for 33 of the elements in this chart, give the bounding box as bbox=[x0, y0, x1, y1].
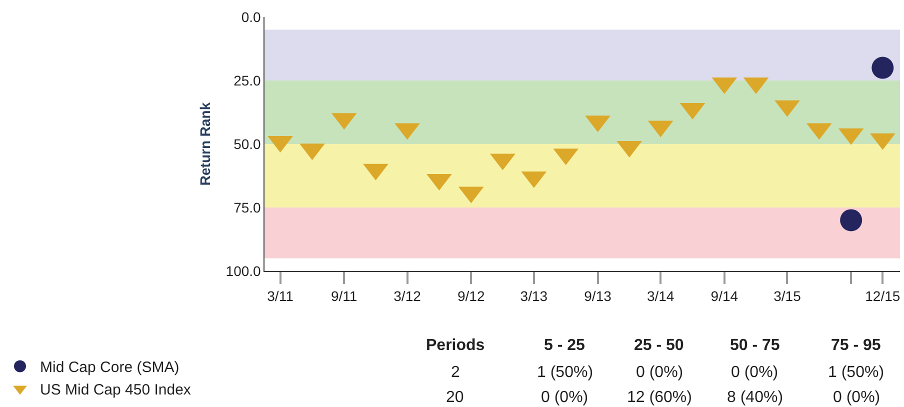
text: 75 - 95 bbox=[831, 337, 881, 354]
x-tick-label: 9/13 bbox=[584, 288, 612, 304]
text: 0 (0%) bbox=[541, 389, 588, 406]
x-tick-label: 3/11 bbox=[267, 288, 294, 304]
x-tick-label: 3/15 bbox=[774, 288, 802, 304]
text: 2 bbox=[451, 364, 460, 381]
y-tick-label: 75.0 bbox=[234, 199, 262, 216]
x-tick-label: 9/14 bbox=[710, 288, 738, 304]
text: 20 bbox=[446, 389, 464, 406]
legend-label: Mid Cap Core (SMA) bbox=[40, 359, 180, 376]
legend-label: US Mid Cap 450 Index bbox=[40, 382, 192, 399]
x-tick-label: 9/11 bbox=[330, 288, 358, 304]
text: 25 - 50 bbox=[634, 337, 684, 354]
text: 0 (0%) bbox=[731, 364, 778, 381]
text: 0 (0%) bbox=[833, 389, 880, 406]
x-tick-label: 3/13 bbox=[520, 288, 548, 304]
x-tick-label: 9/12 bbox=[457, 288, 485, 304]
text: Periods bbox=[426, 337, 485, 354]
y-tick-label: 100.0 bbox=[226, 262, 262, 279]
text: 1 (50%) bbox=[537, 364, 594, 381]
y-tick-label: 0.0 bbox=[241, 8, 262, 25]
y-tick-label: 50.0 bbox=[234, 136, 262, 152]
x-tick-label: 12/15 bbox=[865, 288, 900, 304]
text: 0 (0%) bbox=[636, 364, 684, 381]
text: 1 (50%) bbox=[828, 364, 884, 381]
text: 8 (40%) bbox=[727, 389, 784, 406]
x-tick-label: 3/12 bbox=[394, 288, 422, 304]
text: 5 - 25 bbox=[544, 337, 586, 354]
x-tick-label: 3/14 bbox=[646, 288, 674, 304]
text: 50 - 75 bbox=[730, 337, 780, 354]
y-tick-label: 25.0 bbox=[234, 72, 262, 88]
text: 12 (60%) bbox=[627, 389, 692, 406]
y-axis-title: Return Rank bbox=[197, 102, 213, 186]
